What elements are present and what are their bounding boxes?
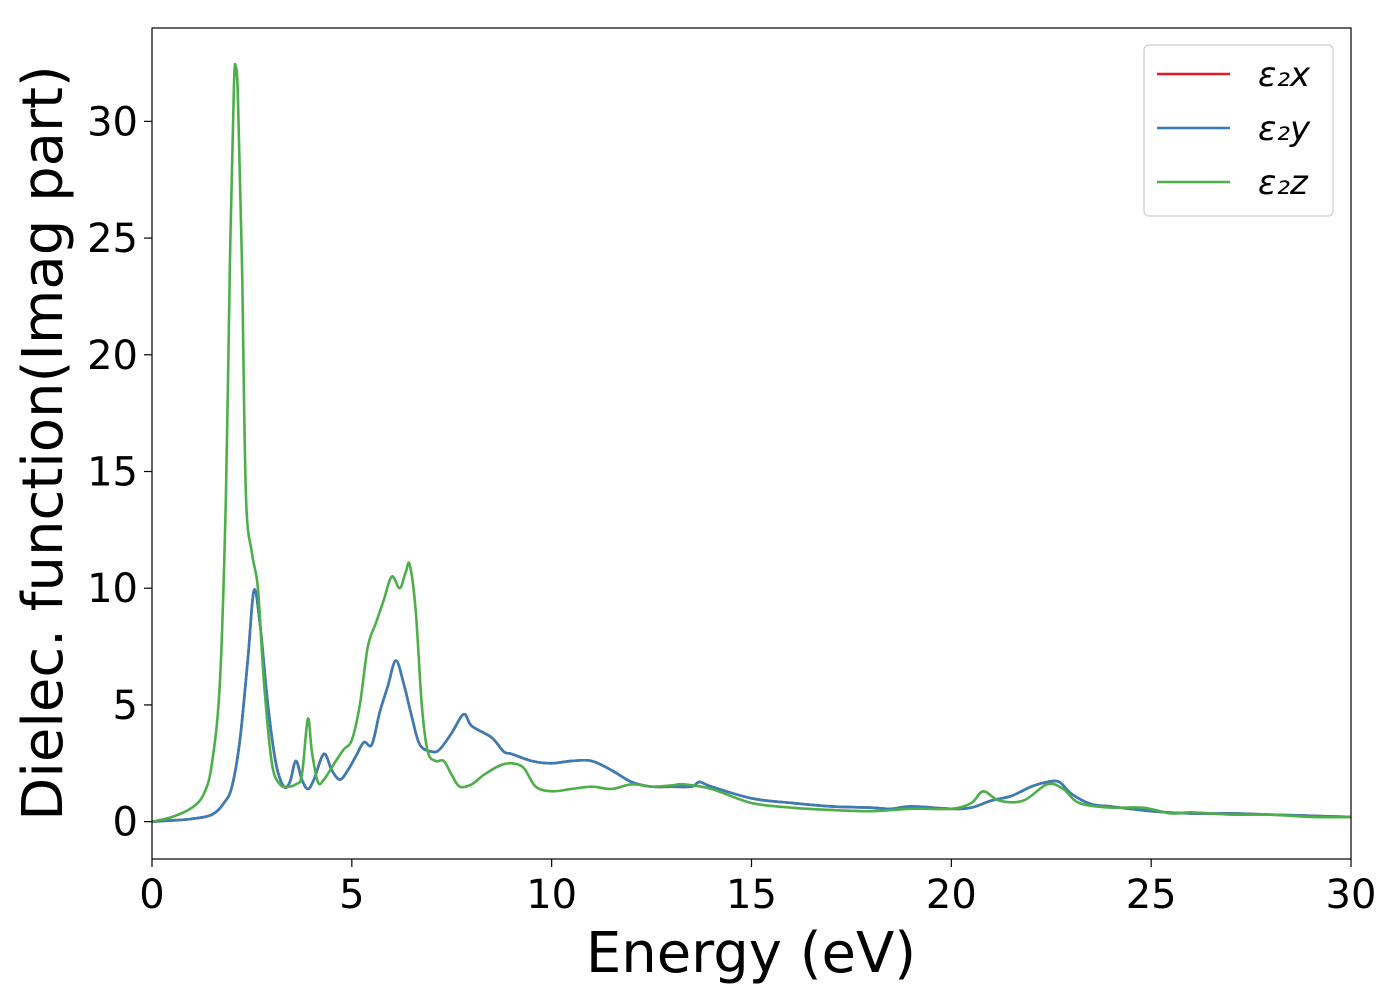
x-tick-label: 30 — [1326, 872, 1377, 918]
y-tick-label: 5 — [113, 683, 138, 729]
y-axis-label: Dielec. function(Imag part) — [11, 65, 76, 821]
x-tick-label: 20 — [926, 872, 977, 918]
series-layer — [152, 62, 1351, 823]
y-tick-label: 0 — [113, 800, 138, 846]
series-line-2 — [152, 588, 1351, 823]
legend-label-2: ε₂y — [1258, 109, 1311, 149]
y-tick-label: 25 — [87, 216, 138, 262]
series-line-3 — [152, 62, 1351, 823]
x-tick-label: 10 — [526, 872, 577, 918]
legend-box — [1143, 44, 1334, 217]
y-tick-label: 30 — [87, 99, 138, 145]
x-tick-label: 25 — [1126, 872, 1177, 918]
y-tick-label: 15 — [87, 450, 138, 496]
y-tick-label: 20 — [87, 333, 138, 379]
x-axis-label: Energy (eV) — [586, 921, 916, 986]
x-tick-label: 0 — [139, 872, 164, 918]
legend-label-1: ε₂x — [1258, 55, 1311, 95]
x-tick-label: 5 — [339, 872, 364, 918]
legend-label-3: ε₂z — [1258, 163, 1309, 203]
x-axis-ticks: 0 5 10 15 20 25 30 — [139, 859, 1376, 918]
y-tick-label: 10 — [87, 566, 138, 612]
x-tick-label: 15 — [726, 872, 777, 918]
legend: ε₂x ε₂y ε₂z — [1143, 44, 1334, 217]
series-line-1 — [152, 588, 1351, 823]
y-axis-ticks: 0 5 10 15 20 25 30 — [87, 99, 152, 846]
